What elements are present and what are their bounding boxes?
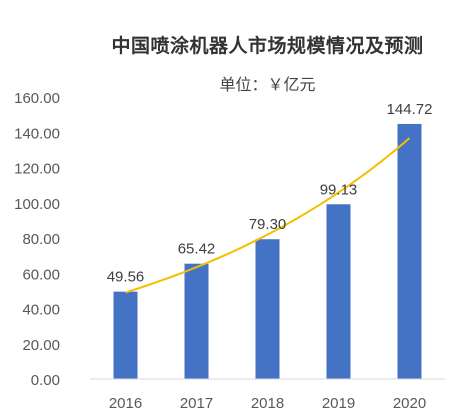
y-tick-label: 160.00 — [14, 90, 60, 107]
chart-subtitle: 单位：￥亿元 — [219, 75, 316, 94]
y-tick-label: 140.00 — [14, 125, 60, 142]
y-tick-label: 80.00 — [22, 231, 60, 248]
x-axis-ticks: 2016 2017 2018 2019 2020 — [109, 395, 426, 412]
x-tick-label: 2018 — [251, 395, 284, 412]
bars — [113, 123, 422, 379]
y-tick-label: 20.00 — [22, 337, 60, 354]
x-tick-label: 2019 — [322, 395, 355, 412]
data-label: 99.13 — [320, 181, 358, 198]
y-tick-label: 40.00 — [22, 302, 60, 319]
bar — [397, 123, 422, 379]
bar — [184, 263, 209, 379]
x-tick-label: 2017 — [180, 395, 213, 412]
y-tick-label: 100.00 — [14, 196, 60, 213]
data-labels: 49.56 65.42 79.30 99.13 144.72 — [107, 101, 433, 286]
y-tick-label: 120.00 — [14, 161, 60, 178]
y-tick-label: 0.00 — [31, 372, 60, 389]
x-tick-label: 2016 — [109, 395, 142, 412]
bar — [326, 204, 351, 379]
x-tick-label: 2020 — [393, 395, 426, 412]
trendline — [125, 137, 411, 294]
data-label: 49.56 — [107, 269, 145, 286]
y-tick-label: 60.00 — [22, 266, 60, 283]
data-label: 144.72 — [387, 101, 433, 118]
y-axis-ticks: 0.00 20.00 40.00 60.00 80.00 100.00 120.00 140.… — [14, 90, 60, 389]
bar — [113, 291, 138, 379]
data-label: 79.30 — [249, 216, 287, 233]
bar — [255, 239, 280, 379]
data-label: 65.42 — [178, 241, 216, 258]
chart-title: 中国喷涂机器人市场规模情况及预测 — [111, 35, 424, 57]
